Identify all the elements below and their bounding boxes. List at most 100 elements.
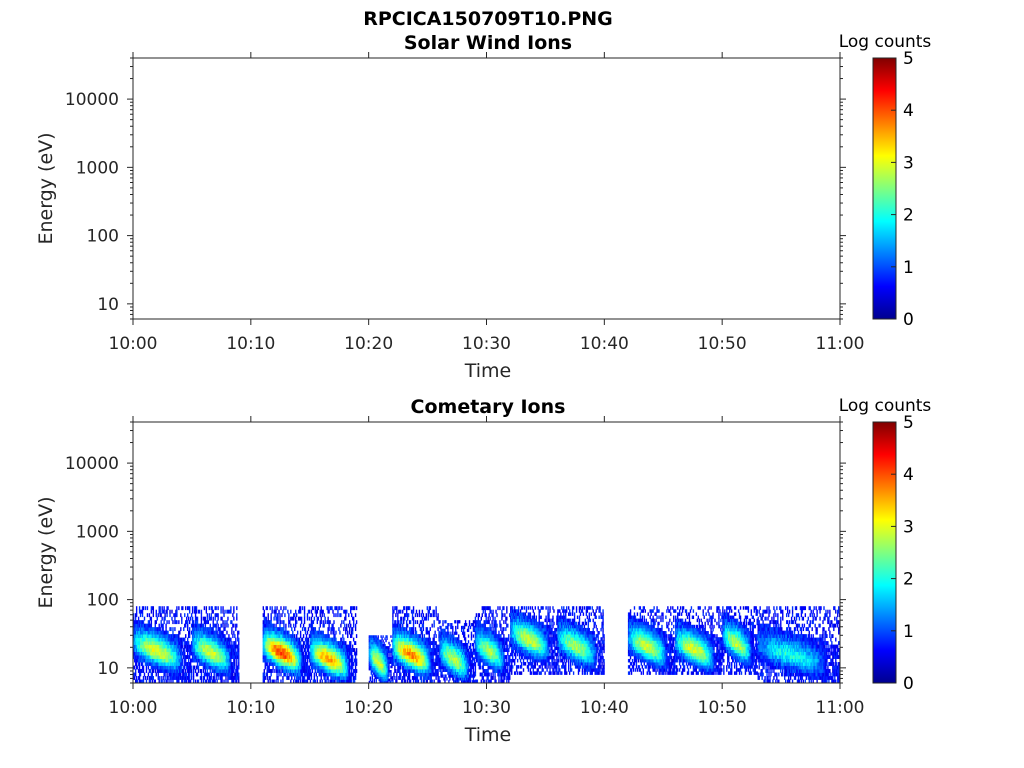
cometary-cell [320, 676, 322, 680]
cometary-cell [198, 662, 201, 666]
cometary-cell [207, 620, 210, 625]
cometary-cell [224, 634, 226, 639]
cometary-cell [283, 630, 285, 635]
cometary-cell [408, 630, 411, 635]
cometary-cell [170, 669, 172, 673]
cometary-cell [342, 648, 344, 652]
solar-wind-x-tick-label: 10:50 [698, 334, 747, 354]
cometary-cell [406, 669, 409, 673]
cometary-cell [151, 634, 154, 639]
cometary-cell [288, 651, 290, 656]
cometary-cell [369, 646, 372, 649]
cometary-cell [262, 676, 264, 680]
cometary-cell [180, 658, 182, 663]
cometary-cell [204, 641, 207, 646]
cometary-cell [325, 637, 327, 642]
cometary-cell [410, 644, 413, 649]
cometary-cell [202, 630, 205, 635]
cometary-cell [284, 651, 286, 656]
cometary-cell [392, 658, 394, 663]
cometary-cell [316, 651, 318, 656]
cometary-cell [397, 623, 399, 628]
cometary-cell [411, 613, 414, 618]
cometary-cell [347, 662, 349, 666]
cometary-cell [318, 662, 320, 666]
cometary-cell [317, 616, 319, 621]
cometary-cell [448, 631, 450, 635]
cometary-cell [338, 662, 340, 666]
cometary-cell [315, 672, 318, 677]
cometary-cell [378, 659, 380, 662]
cometary-cell [267, 620, 269, 625]
cometary-cell [323, 669, 325, 673]
cometary-cell [236, 665, 238, 670]
cometary-cell [156, 630, 158, 635]
cometary-cell [300, 637, 303, 642]
cometary-cell [368, 667, 371, 671]
cometary-cell [181, 676, 183, 680]
cometary-cell [383, 661, 385, 664]
cometary-cell [142, 627, 145, 632]
cometary-cell [167, 676, 169, 680]
cometary-cell [293, 679, 295, 683]
cometary-cell [451, 625, 453, 630]
cometary-cell [345, 641, 347, 646]
cometary-cell [443, 648, 445, 652]
cometary-cell [190, 676, 193, 680]
cometary-cell [383, 680, 385, 683]
cometary-cell [402, 644, 404, 649]
cometary-cell [354, 672, 357, 677]
cometary-cell [325, 662, 327, 666]
cometary-cell [292, 634, 294, 639]
cometary-cell [411, 662, 414, 666]
cometary-cell [319, 634, 321, 639]
cometary-cell [159, 658, 161, 663]
cometary-cell [228, 676, 230, 680]
cometary-cell [270, 651, 272, 656]
cometary-cell [422, 644, 425, 649]
cometary-cell [376, 643, 378, 647]
cometary-cell [164, 655, 166, 659]
cometary-cell [220, 658, 222, 663]
cometary-cell [276, 616, 278, 621]
cometary-cell [335, 676, 337, 680]
cometary-cell [334, 637, 336, 642]
cometary-cell [187, 627, 189, 632]
cometary-cell [192, 672, 195, 677]
cometary-cell [335, 672, 337, 677]
cometary-cell [178, 644, 180, 649]
cometary-cell [296, 655, 298, 659]
cometary-cell [157, 630, 159, 635]
cometary-cell [351, 606, 354, 611]
cometary-cell [151, 669, 154, 673]
cometary-cell [172, 669, 174, 673]
cometary-cell [409, 658, 412, 663]
cometary-cell [168, 655, 170, 659]
cometary-cell [164, 669, 166, 673]
cometary-cell [234, 651, 236, 656]
cometary-cell [270, 669, 272, 673]
cometary-cell [134, 613, 137, 618]
cometary-cell [467, 657, 470, 661]
cometary-cell [299, 672, 302, 677]
cometary-cell [417, 655, 420, 659]
cometary-cell [299, 606, 302, 611]
cometary-cell [423, 676, 426, 680]
cometary-cell [414, 637, 417, 642]
cometary-cell [343, 672, 345, 677]
cometary-cell [200, 637, 203, 642]
cometary-cell [133, 676, 136, 680]
cometary-cell [263, 658, 265, 663]
cometary-cell [219, 630, 221, 635]
cometary-cell [295, 679, 297, 683]
cometary-cell [400, 641, 402, 646]
cometary-cell [219, 641, 221, 646]
cometary-cell [334, 676, 336, 680]
cometary-cell [415, 637, 418, 642]
cometary-cell [200, 620, 203, 625]
cometary-cell [313, 658, 316, 663]
cometary-cell [211, 655, 213, 659]
cometary-cell [172, 620, 174, 625]
cometary-cell [289, 651, 291, 656]
cometary-cell [198, 648, 201, 652]
